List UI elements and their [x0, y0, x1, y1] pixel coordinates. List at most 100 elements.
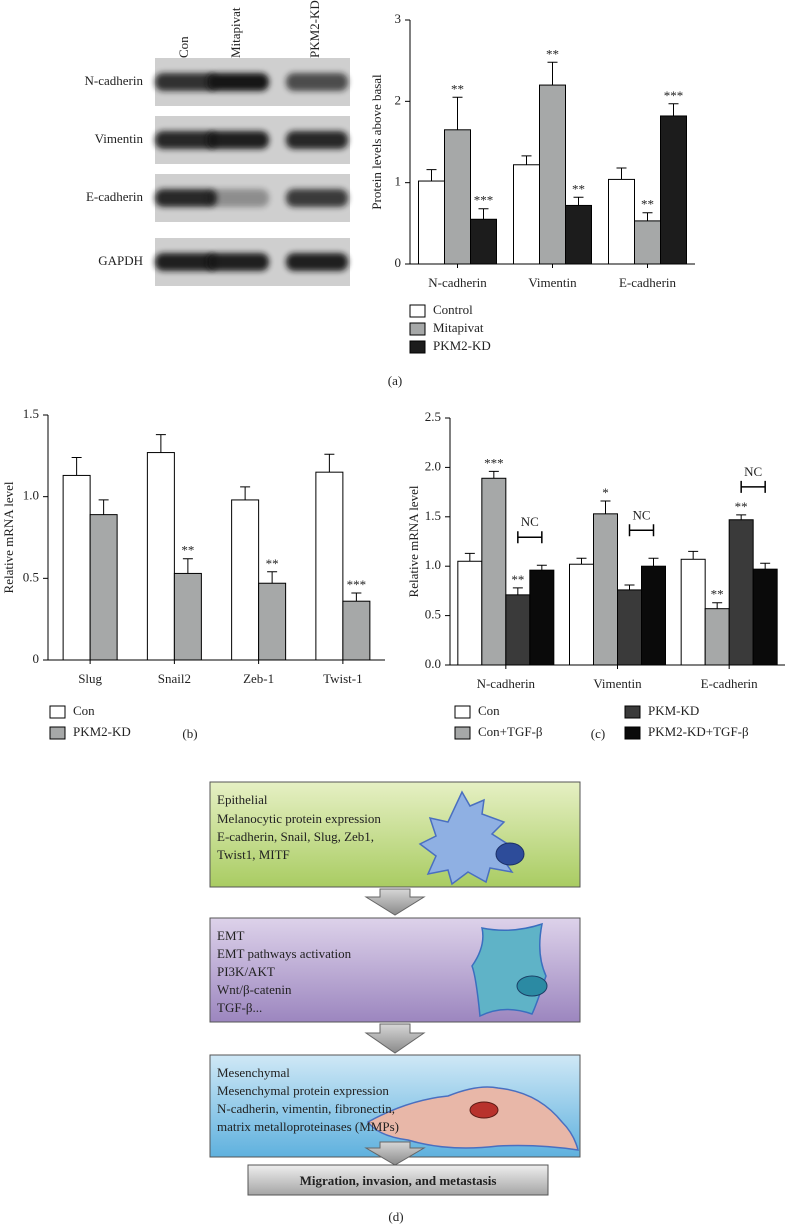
protein-label: Vimentin [95, 131, 144, 146]
significance: *** [484, 455, 504, 470]
error-bar [576, 557, 587, 565]
stage-title: Mesenchymal [217, 1065, 290, 1080]
bar [457, 560, 483, 666]
outcome-text: Migration, invasion, and metastasis [300, 1173, 497, 1188]
y-tick-label: 2.5 [425, 409, 441, 424]
legend-label: PKM2-KD [433, 338, 491, 353]
bar [258, 582, 287, 661]
significance: ** [181, 543, 194, 558]
band [286, 253, 348, 271]
error-bar [71, 456, 82, 476]
legend-swatch [454, 705, 471, 719]
error-bar [688, 550, 699, 560]
x-tick-label: Twist-1 [323, 671, 363, 686]
legend-label: PKM2-KD [73, 724, 131, 739]
bar [634, 220, 661, 265]
x-tick-label: N-cadherin [428, 275, 487, 290]
cell-icon [418, 790, 516, 886]
bracket [740, 480, 766, 493]
band [207, 131, 269, 149]
x-tick-label: E-cadherin [619, 275, 677, 290]
bar [173, 572, 202, 661]
error-bar [648, 557, 659, 567]
y-tick-label: 3 [395, 11, 402, 26]
error-bar [267, 571, 278, 584]
bar [146, 452, 175, 661]
significance: ** [641, 197, 654, 212]
bracket-label: NC [632, 507, 650, 522]
significance: *** [474, 193, 494, 208]
significance: *** [664, 88, 684, 103]
bar [418, 180, 445, 265]
legend-label: Con [478, 703, 500, 718]
stage-box [209, 781, 581, 888]
bar [481, 477, 507, 666]
bar [342, 600, 371, 661]
band [207, 73, 269, 91]
stage-line: Mesenchymal protein expression [217, 1083, 389, 1098]
error-bar [760, 562, 771, 570]
bar [470, 218, 497, 265]
bar [513, 164, 540, 265]
band [155, 189, 217, 207]
y-axis-label: Protein levels above basal [369, 74, 384, 210]
error-bar [98, 499, 109, 515]
arrow [364, 1023, 426, 1054]
x-tick-label: N-cadherin [477, 676, 536, 691]
x-tick-label: Slug [78, 671, 102, 686]
bar [704, 608, 730, 666]
band [155, 253, 217, 271]
nucleus-icon [495, 842, 525, 866]
y-axis-label: Relative mRNA level [406, 485, 421, 597]
y-tick-label: 0.0 [425, 656, 441, 671]
legend-swatch [409, 322, 426, 336]
stage-line: Wnt/β-catenin [217, 982, 292, 997]
stage-line: Twist1, MITF [217, 847, 290, 862]
bar [231, 499, 260, 661]
stage-line: TGF-β... [217, 1000, 262, 1015]
x-tick-label: Vimentin [528, 275, 577, 290]
error-bar [478, 208, 489, 220]
y-tick-label: 0 [33, 651, 40, 666]
bar [680, 558, 706, 666]
y-tick-label: 1.0 [425, 557, 441, 572]
error-bar [324, 453, 335, 473]
band [286, 131, 348, 149]
band [155, 73, 217, 91]
band [286, 73, 348, 91]
bar [569, 563, 594, 666]
legend-label: Con+TGF-β [478, 724, 543, 739]
x-tick-label: Zeb-1 [243, 671, 274, 686]
legend-label: Con [73, 703, 95, 718]
significance: * [602, 485, 609, 500]
stage-title: EMT [217, 928, 245, 943]
bracket [517, 531, 543, 544]
panel-label: (c) [591, 726, 605, 741]
panel-label: (a) [388, 373, 402, 388]
significance: ** [711, 587, 724, 602]
protein-label: N-cadherin [85, 73, 144, 88]
error-bar [668, 103, 679, 116]
error-bar [426, 169, 437, 182]
bar [315, 471, 344, 661]
error-bar [182, 558, 193, 574]
protein-label: E-cadherin [86, 189, 144, 204]
y-tick-label: 1.5 [23, 406, 39, 421]
bar [62, 474, 91, 661]
panel-label: (d) [388, 1209, 403, 1224]
error-bar [521, 155, 532, 165]
legend-swatch [454, 726, 471, 740]
band [207, 189, 269, 207]
y-tick-label: 2.0 [425, 458, 441, 473]
y-tick-label: 0 [395, 255, 402, 270]
significance: ** [735, 499, 748, 514]
arrow [364, 1141, 426, 1166]
bar [608, 178, 635, 265]
bracket [628, 524, 655, 537]
protein-label: GAPDH [98, 253, 143, 268]
stage-line: N-cadherin, vimentin, fibronectin, [217, 1101, 395, 1116]
band [286, 189, 348, 207]
significance: ** [546, 46, 559, 61]
